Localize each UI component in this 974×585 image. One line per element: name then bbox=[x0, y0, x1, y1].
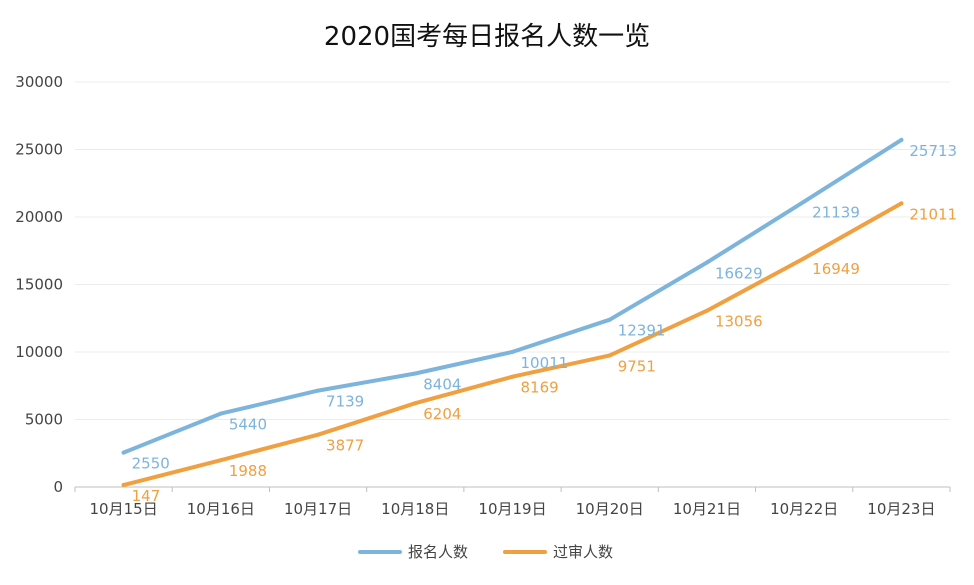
x-tick-label: 10月18日 bbox=[381, 500, 449, 518]
data-label: 12391 bbox=[618, 322, 666, 340]
series-line-2 bbox=[121, 201, 904, 487]
data-label: 147 bbox=[132, 487, 161, 505]
data-point bbox=[316, 388, 321, 393]
y-tick-label: 15000 bbox=[15, 276, 63, 294]
data-label: 1988 bbox=[229, 462, 267, 480]
data-point bbox=[704, 260, 709, 265]
x-tick-label: 10月15日 bbox=[90, 500, 158, 518]
y-tick-label: 25000 bbox=[15, 141, 63, 159]
data-point bbox=[607, 353, 612, 358]
x-tick-label: 10月23日 bbox=[867, 500, 935, 518]
x-tick-label: 10月16日 bbox=[187, 500, 255, 518]
gridlines bbox=[75, 81, 950, 420]
series-line-1 bbox=[121, 137, 904, 455]
data-point bbox=[802, 199, 807, 204]
x-axis: 10月15日 10月16日 10月17日 10月18日 10月19日 10月20日 10月2… bbox=[74, 486, 951, 518]
data-label: 6204 bbox=[423, 405, 461, 423]
data-point bbox=[704, 308, 709, 313]
legend: 报名人数 过审人数 bbox=[358, 543, 613, 561]
data-point bbox=[218, 458, 223, 463]
legend-label: 报名人数 bbox=[408, 543, 468, 561]
data-label: 8404 bbox=[423, 376, 461, 394]
data-point bbox=[802, 256, 807, 261]
data-point bbox=[510, 374, 515, 379]
chart-title: 2020国考每日报名人数一览 bbox=[324, 22, 650, 52]
y-tick-label: 5000 bbox=[25, 411, 63, 429]
data-label: 13056 bbox=[715, 313, 763, 331]
data-label: 8169 bbox=[521, 379, 559, 397]
data-label: 25713 bbox=[909, 142, 957, 160]
y-tick-label: 30000 bbox=[15, 73, 63, 91]
data-label: 21139 bbox=[812, 204, 860, 222]
data-point bbox=[607, 317, 612, 322]
data-point bbox=[316, 432, 321, 437]
data-label: 16949 bbox=[812, 260, 860, 278]
x-tick-label: 10月20日 bbox=[576, 500, 644, 518]
data-point bbox=[218, 411, 223, 416]
x-tick-label: 10月17日 bbox=[284, 500, 352, 518]
legend-label: 过审人数 bbox=[553, 543, 613, 561]
data-point bbox=[899, 201, 904, 206]
y-tick-label: 10000 bbox=[15, 343, 63, 361]
y-tick-label: 0 bbox=[53, 478, 63, 496]
data-label: 16629 bbox=[715, 265, 763, 283]
x-tick-label: 10月21日 bbox=[673, 500, 741, 518]
data-point bbox=[510, 349, 515, 354]
data-label: 3877 bbox=[326, 437, 364, 455]
data-label: 5440 bbox=[229, 416, 267, 434]
data-point bbox=[413, 371, 418, 376]
data-label: 9751 bbox=[618, 357, 656, 375]
data-label: 10011 bbox=[521, 354, 569, 372]
y-axis: 0 5000 10000 15000 20000 25000 30000 bbox=[15, 73, 63, 496]
x-tick-label: 10月19日 bbox=[478, 500, 546, 518]
data-point bbox=[121, 450, 126, 455]
data-point bbox=[413, 401, 418, 406]
data-label: 21011 bbox=[909, 205, 957, 223]
data-label: 7139 bbox=[326, 393, 364, 411]
data-point bbox=[899, 137, 904, 142]
data-label: 2550 bbox=[132, 455, 170, 473]
series-lines bbox=[121, 137, 904, 488]
data-labels: 2550 5440 7139 8404 10011 12391 16629 21139 2571… bbox=[132, 142, 957, 505]
data-point bbox=[121, 483, 126, 488]
y-tick-label: 20000 bbox=[15, 208, 63, 226]
x-tick-label: 10月22日 bbox=[770, 500, 838, 518]
